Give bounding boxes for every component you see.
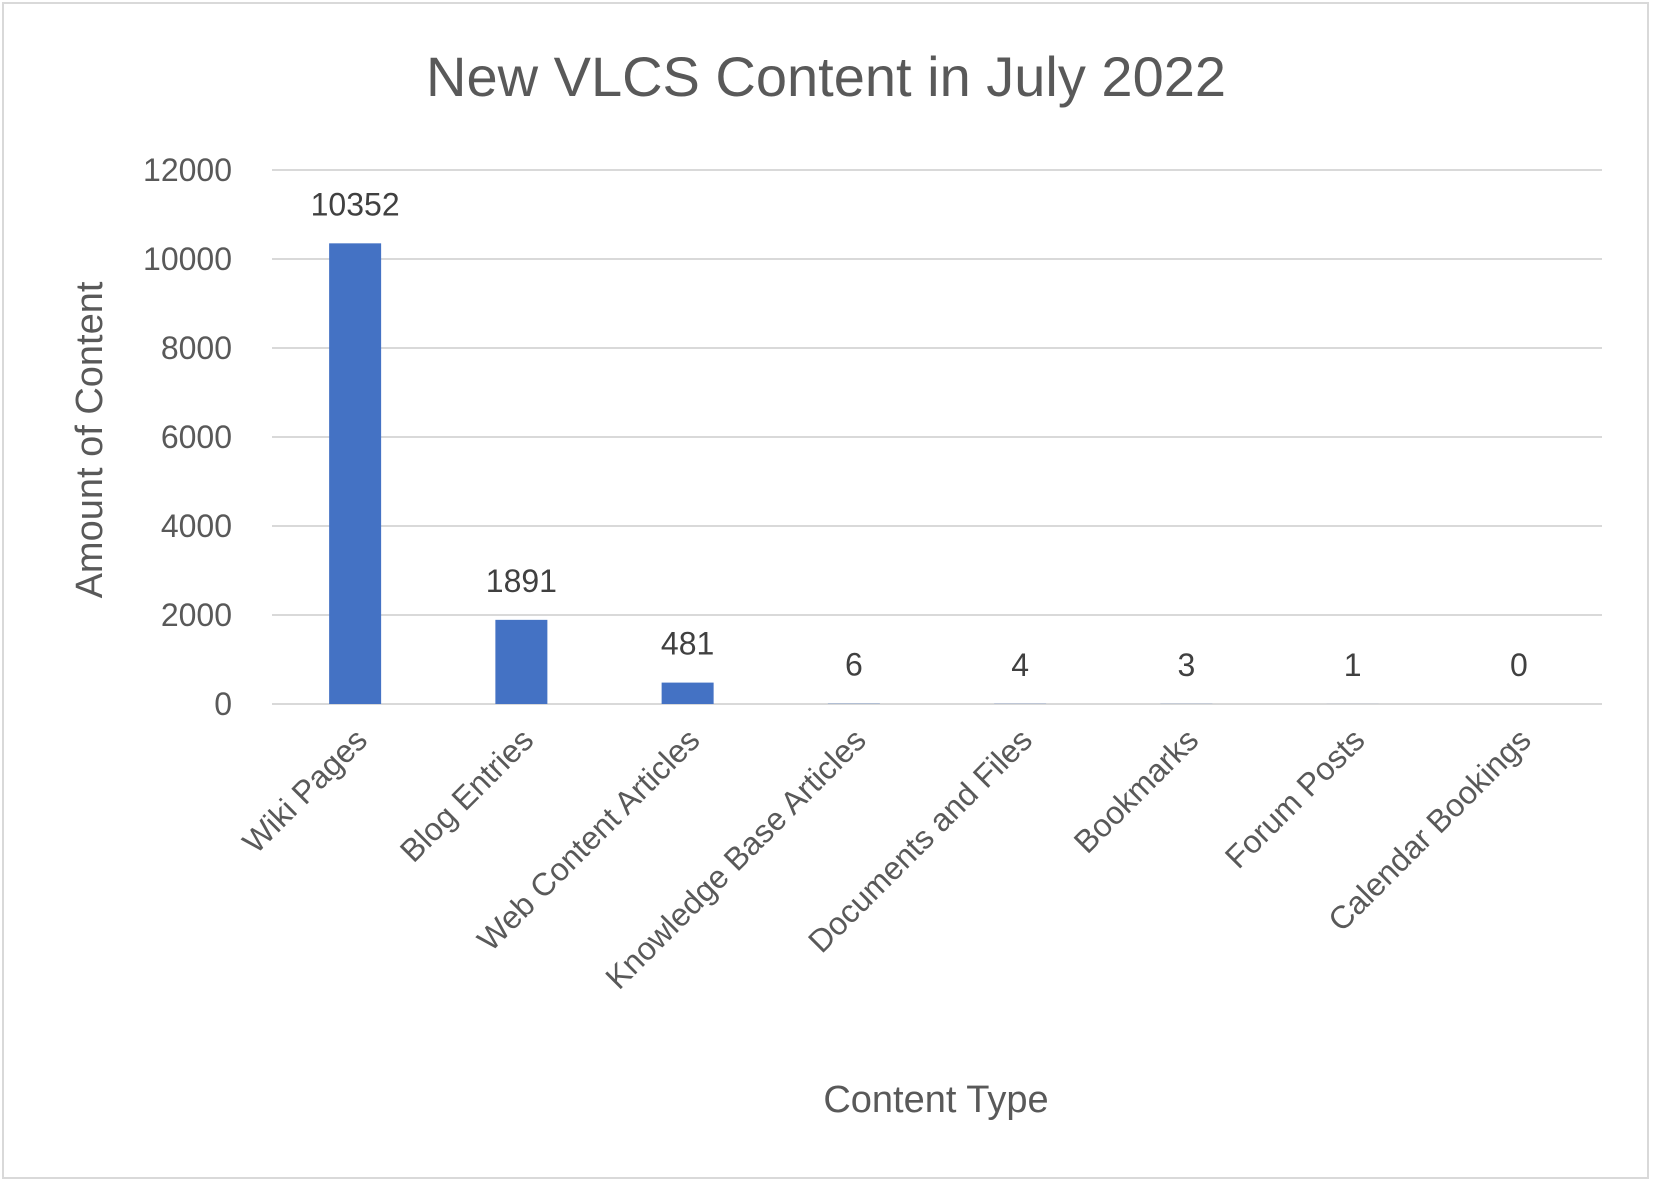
y-tick-label: 2000 xyxy=(161,597,232,633)
data-label: 1891 xyxy=(486,563,557,599)
gridlines xyxy=(272,169,1602,705)
bars xyxy=(329,243,1379,704)
y-axis-ticks: 0 2000 4000 6000 8000 10000 12000 xyxy=(143,152,232,722)
bar-1 xyxy=(495,619,548,704)
y-tick-label: 6000 xyxy=(161,419,232,455)
y-tick-label: 0 xyxy=(214,686,232,722)
bar-0 xyxy=(329,243,382,704)
data-label: 0 xyxy=(1510,647,1528,683)
chart-title: New VLCS Content in July 2022 xyxy=(426,45,1226,108)
category-label: Forum Posts xyxy=(1218,721,1372,875)
data-label: 4 xyxy=(1011,647,1029,683)
category-label: Wiki Pages xyxy=(235,721,374,860)
data-label: 1 xyxy=(1344,647,1362,683)
y-tick-label: 12000 xyxy=(143,152,232,188)
data-labels: 10352 1891 481 6 4 3 1 0 xyxy=(311,186,1528,683)
category-label: Blog Entries xyxy=(393,721,540,868)
y-tick-label: 10000 xyxy=(143,241,232,277)
data-label: 3 xyxy=(1177,647,1195,683)
data-label: 481 xyxy=(661,626,714,662)
bar-2 xyxy=(661,682,714,704)
y-tick-label: 4000 xyxy=(161,508,232,544)
y-tick-label: 8000 xyxy=(161,330,232,366)
data-label: 10352 xyxy=(311,186,400,222)
y-axis-title: Amount of Content xyxy=(69,281,111,598)
category-label: Bookmarks xyxy=(1067,721,1206,860)
x-axis-title: Content Type xyxy=(823,1079,1048,1121)
data-label: 6 xyxy=(845,647,863,683)
